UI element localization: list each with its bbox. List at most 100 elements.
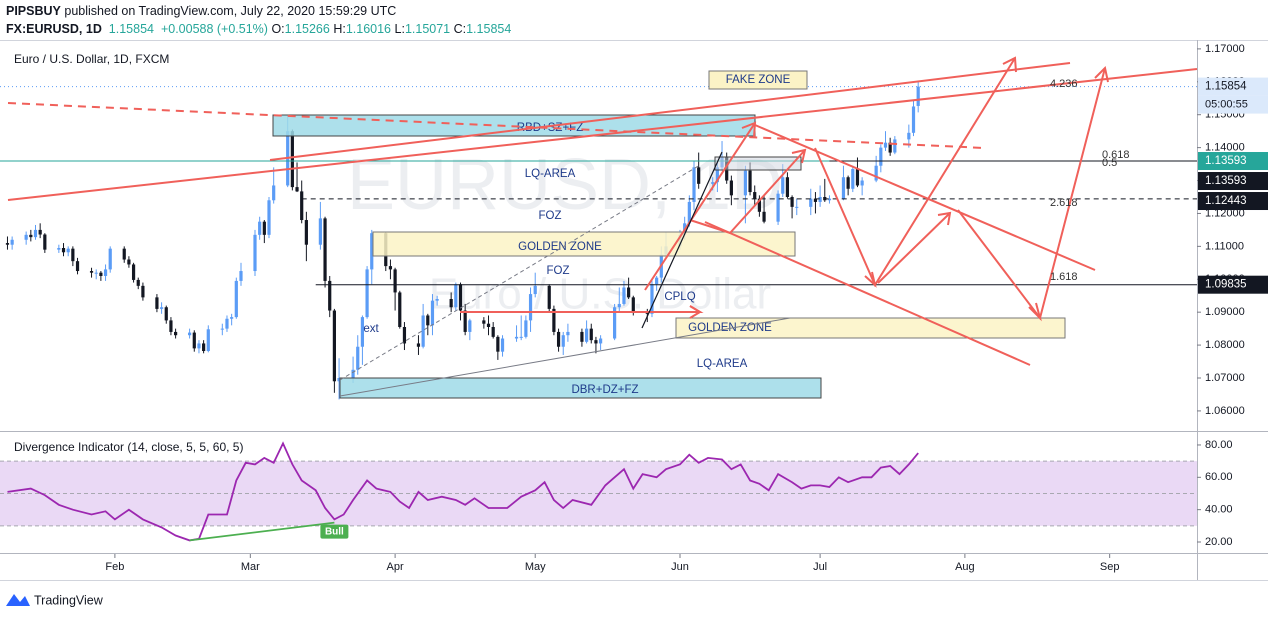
candle-body [197, 343, 201, 349]
x-tick-label: Aug [955, 561, 975, 573]
candle-body [71, 248, 75, 262]
candle-body [790, 196, 794, 207]
candle-body [398, 292, 402, 327]
watermark: Euro / U.S. Dollar [429, 270, 771, 319]
candle-body [328, 280, 332, 311]
logo-icon [6, 594, 30, 606]
arrow [877, 212, 951, 284]
candle-body [785, 177, 790, 197]
c-value: 1.15854 [466, 22, 512, 36]
countdown-box [1198, 95, 1268, 114]
arrow-head [741, 121, 757, 138]
change: +0.00588 (+0.51%) [160, 22, 268, 36]
candle-body [879, 147, 883, 166]
candle-body [697, 167, 701, 184]
last: 1.15854 [108, 22, 154, 36]
candle-body [141, 285, 145, 298]
y-tick-label: 1.12000 [1205, 207, 1245, 219]
candle-body [795, 206, 799, 208]
candle-body [416, 343, 421, 347]
candle-body [290, 131, 294, 188]
candle-body [337, 378, 341, 382]
fib-label: 0.5 [1102, 157, 1117, 169]
publisher: PIPSBUY [6, 4, 61, 18]
trendline [754, 124, 1096, 271]
candle-body [589, 328, 593, 341]
trendline [7, 102, 986, 149]
fib-label: 0.618 [1102, 149, 1130, 161]
candle-body [841, 177, 846, 199]
candle-body [300, 191, 304, 221]
brand: TradingView [34, 593, 104, 607]
arrow-head [791, 148, 807, 164]
candle-body [599, 338, 603, 344]
candle-body [230, 317, 234, 319]
divergence-tag [320, 524, 349, 539]
candle-body [888, 142, 892, 153]
indicator-line [7, 441, 919, 542]
candle-body [131, 264, 136, 280]
price-label-box [1198, 172, 1268, 191]
candle-body [234, 280, 238, 318]
trendline [339, 317, 791, 397]
x-tick-label: Jul [813, 561, 827, 573]
o-label: O: [271, 22, 285, 36]
zone-label: LQ-AREA [697, 358, 748, 370]
red-drawings [7, 56, 1198, 366]
fib-label: 1.618 [1050, 271, 1078, 283]
candle-body [622, 287, 626, 304]
x-tick-label: May [525, 561, 546, 573]
header: PIPSBUY published on TradingView.com, Ju… [6, 2, 511, 38]
candle-body [75, 261, 80, 272]
x-tick-label: Apr [387, 561, 404, 573]
candle-body [10, 239, 14, 245]
candle-body [225, 318, 229, 329]
l-label: L: [394, 22, 405, 36]
trendline [641, 151, 723, 329]
candle-body [38, 229, 42, 235]
candle-body [262, 221, 266, 235]
divergence-line [189, 521, 335, 542]
y-tick-label: 1.09000 [1205, 306, 1245, 318]
candle-body [258, 221, 262, 235]
candle-body [715, 167, 719, 183]
y-tick-label: 1.17000 [1205, 43, 1245, 55]
candle-body [267, 200, 271, 235]
candle-body [491, 326, 495, 337]
candle-body [33, 229, 38, 238]
candle-body [631, 297, 635, 313]
candle-body [762, 211, 766, 222]
candle-body [482, 320, 486, 324]
candle-body [613, 307, 617, 339]
zone-label: FOZ [547, 265, 570, 277]
candle-body [496, 336, 500, 352]
candle-body [393, 269, 397, 293]
candle-body [743, 170, 747, 196]
fib-label: 4.236 [1050, 78, 1078, 90]
price-label-box [1198, 152, 1268, 171]
candle-body [108, 248, 112, 270]
candle-body [99, 272, 103, 276]
candle-body [253, 234, 257, 272]
candle-body [43, 234, 47, 250]
candle-body [711, 182, 715, 184]
candle-body [463, 310, 467, 332]
candle-body [164, 307, 168, 321]
quote-line: FX:EURUSD, 1D 1.15854 +0.00588 (+0.51%) … [6, 20, 511, 38]
arrow-head [1094, 65, 1109, 83]
candle-body [122, 248, 126, 260]
candle-body [155, 297, 159, 309]
candle-body [907, 132, 911, 140]
candle-body [617, 303, 621, 308]
candle-body [89, 271, 94, 273]
c-label: C: [453, 22, 467, 36]
candle-body [757, 198, 761, 212]
candle-body [318, 218, 322, 245]
candle-body [5, 243, 10, 245]
candle-body [136, 279, 140, 286]
candle-body [365, 269, 369, 318]
candle-body [566, 331, 570, 336]
candle-body [220, 328, 224, 330]
